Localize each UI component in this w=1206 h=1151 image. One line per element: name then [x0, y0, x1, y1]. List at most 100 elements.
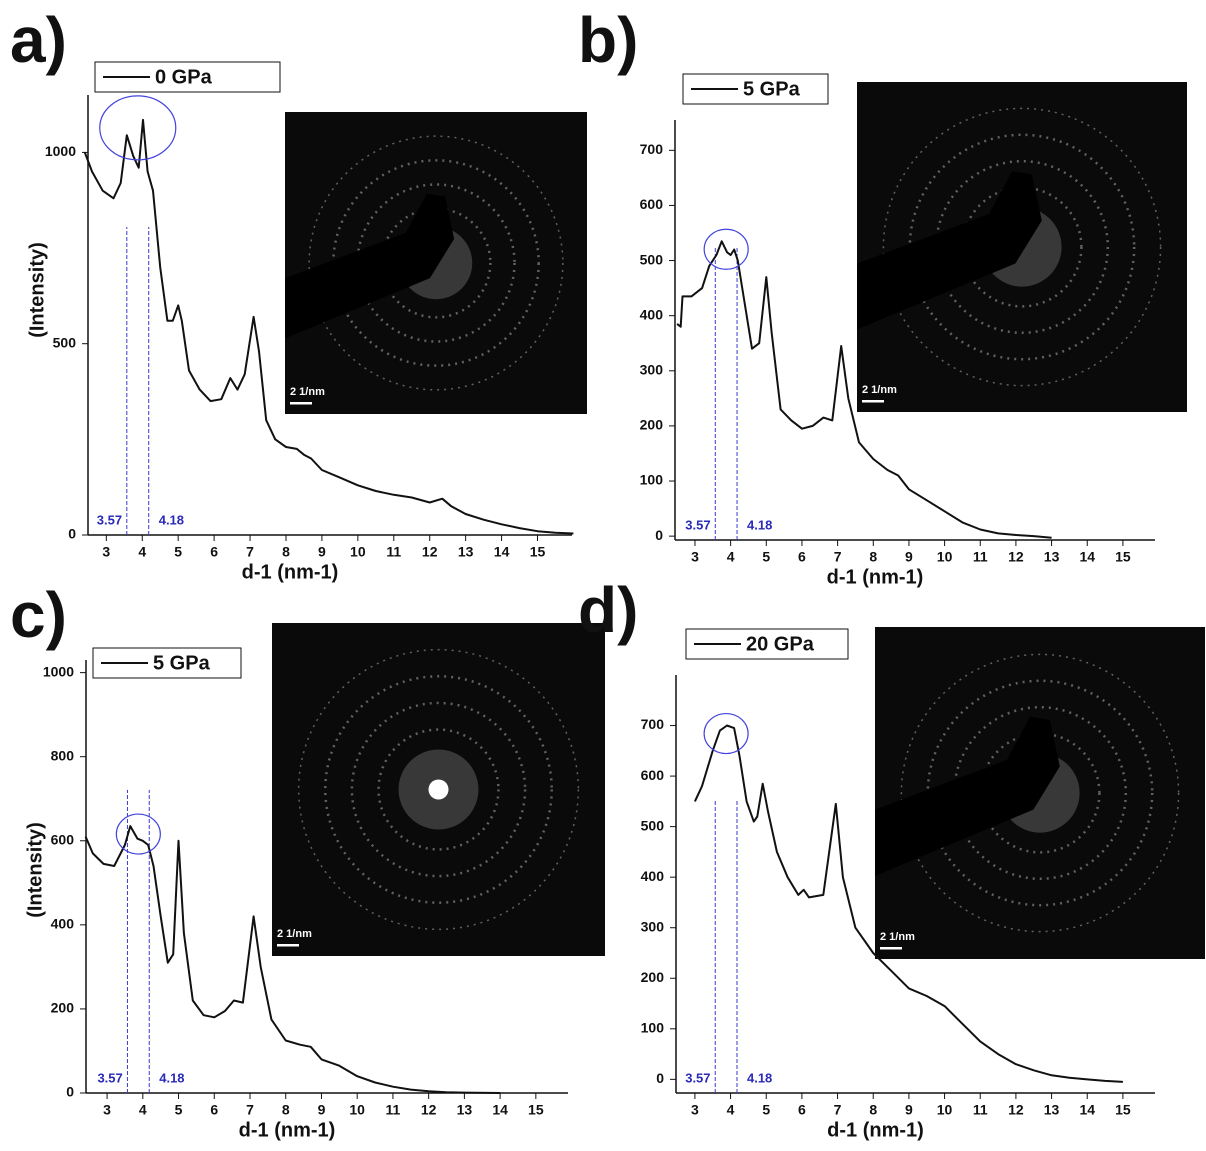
scale-bar: [290, 402, 312, 405]
x-tick-label: 3: [691, 1102, 699, 1118]
reference-label: 4.18: [159, 1070, 184, 1085]
x-tick-label: 7: [246, 1102, 254, 1118]
scale-bar-label: 2 1/nm: [862, 384, 897, 396]
diffraction-ring: [900, 653, 1180, 933]
x-tick-label: 3: [103, 1102, 111, 1118]
highlight-circle: [115, 813, 161, 855]
x-tick-label: 14: [492, 1102, 508, 1118]
scale-bar: [880, 947, 902, 950]
y-tick-label: 100: [641, 1020, 665, 1036]
x-tick-label: 11: [386, 544, 401, 560]
x-tick-label: 7: [834, 549, 842, 565]
x-tick-label: 7: [246, 544, 254, 560]
y-tick-label: 600: [641, 767, 665, 783]
x-tick-label: 10: [937, 549, 953, 565]
x-tick-label: 8: [869, 549, 877, 565]
x-tick-label: 13: [1044, 549, 1060, 565]
x-tick-label: 12: [421, 1102, 437, 1118]
y-tick-label: 1000: [45, 143, 76, 159]
legend-label: 5 GPa: [743, 78, 801, 100]
x-axis-label: d-1 (nm-1): [242, 561, 339, 583]
x-tick-label: 11: [386, 1102, 401, 1118]
y-tick-label: 300: [640, 361, 664, 377]
y-tick-label: 300: [641, 918, 665, 934]
x-tick-label: 4: [727, 549, 735, 565]
beam-stop: [857, 171, 1042, 330]
panel-label: b): [578, 4, 638, 76]
x-axis-label: d-1 (nm-1): [239, 1119, 336, 1141]
y-tick-label: 600: [640, 196, 664, 212]
x-tick-label: 9: [905, 1102, 913, 1118]
highlight-circle: [703, 228, 749, 270]
y-tick-label: 1000: [43, 663, 74, 679]
x-tick-label: 13: [1044, 1102, 1060, 1118]
highlight-circle: [99, 95, 177, 161]
x-tick-label: 8: [282, 1102, 290, 1118]
beam-stop: [875, 716, 1060, 876]
reference-label: 3.57: [685, 517, 710, 532]
x-tick-label: 15: [1115, 549, 1131, 565]
diffraction-ring: [380, 207, 492, 319]
y-tick-label: 0: [656, 1070, 664, 1086]
reference-label: 3.57: [97, 512, 122, 527]
diffraction-ring: [377, 728, 500, 851]
x-tick-label: 12: [1008, 1102, 1024, 1118]
x-tick-label: 6: [798, 549, 806, 565]
diffraction-ring: [297, 648, 580, 931]
y-tick-label: 500: [53, 334, 77, 350]
x-tick-label: 6: [210, 1102, 218, 1118]
data-line: [676, 240, 1052, 539]
highlight-circle: [703, 712, 749, 755]
x-tick-label: 15: [1115, 1102, 1131, 1118]
x-tick-label: 14: [494, 544, 510, 560]
x-tick-label: 12: [1008, 549, 1024, 565]
y-tick-label: 0: [68, 526, 76, 542]
x-tick-label: 4: [727, 1102, 735, 1118]
y-tick-label: 200: [51, 1000, 75, 1016]
y-tick-label: 500: [641, 817, 665, 833]
x-tick-label: 6: [798, 1102, 806, 1118]
beam-stop: [285, 193, 455, 339]
x-tick-label: 7: [834, 1102, 842, 1118]
y-tick-label: 400: [641, 868, 665, 884]
scale-bar-label: 2 1/nm: [880, 931, 915, 943]
x-tick-label: 9: [905, 549, 913, 565]
central-spot: [428, 779, 449, 800]
y-tick-label: 600: [51, 831, 75, 847]
scale-bar: [862, 400, 884, 403]
scale-bar: [277, 944, 299, 947]
y-tick-label: 200: [640, 417, 664, 433]
x-tick-label: 10: [937, 1102, 953, 1118]
y-tick-label: 200: [641, 969, 665, 985]
y-tick-label: 800: [51, 747, 75, 763]
diffraction-ring: [979, 732, 1101, 854]
x-tick-label: 4: [138, 544, 146, 560]
y-axis-label: (Intensity): [26, 242, 48, 338]
reference-label: 3.57: [97, 1070, 122, 1085]
x-tick-label: 8: [282, 544, 290, 560]
y-tick-label: 400: [51, 916, 75, 932]
scale-bar-label: 2 1/nm: [290, 386, 325, 398]
x-axis-label: d-1 (nm-1): [827, 566, 924, 588]
x-tick-label: 10: [350, 544, 366, 560]
y-axis-label: (Intensity): [24, 822, 46, 918]
x-tick-label: 5: [174, 544, 182, 560]
diffraction-ring: [350, 701, 527, 878]
x-tick-label: 5: [762, 549, 770, 565]
panel-label: a): [10, 4, 67, 76]
diffraction-ring: [952, 705, 1128, 881]
x-tick-label: 3: [691, 549, 699, 565]
x-tick-label: 13: [457, 1102, 473, 1118]
y-tick-label: 0: [66, 1084, 74, 1100]
y-tick-label: 500: [640, 251, 664, 267]
x-tick-label: 12: [422, 544, 438, 560]
data-line: [84, 825, 501, 1094]
reference-label: 4.18: [747, 517, 772, 532]
x-tick-label: 15: [528, 1102, 544, 1118]
x-tick-label: 9: [318, 544, 326, 560]
diffraction-ring: [324, 675, 553, 904]
x-tick-label: 6: [210, 544, 218, 560]
x-tick-label: 13: [458, 544, 474, 560]
diffraction-ring: [961, 186, 1083, 308]
